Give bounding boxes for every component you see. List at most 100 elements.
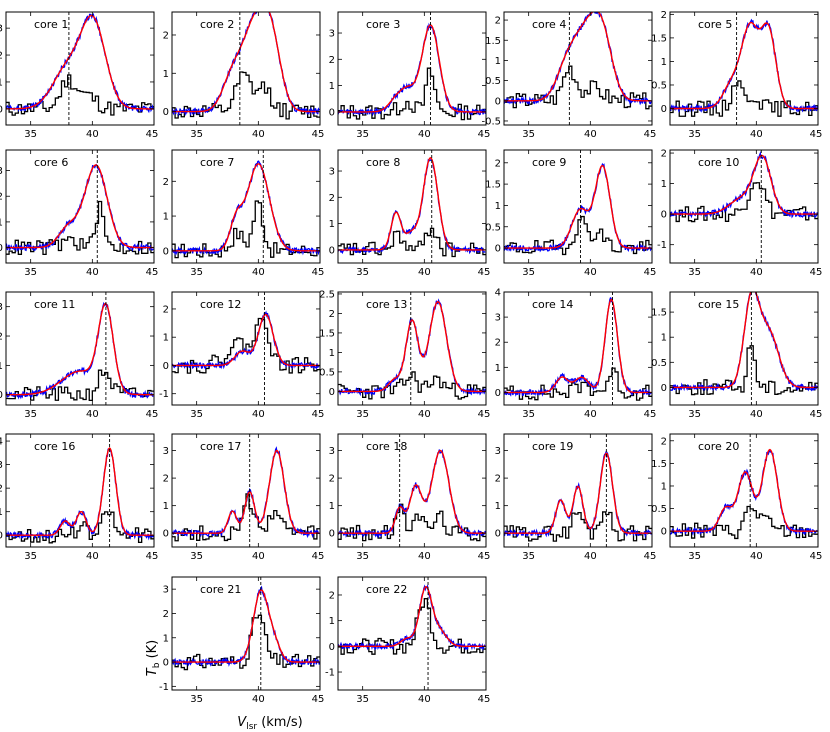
x-tick-label: 40	[252, 267, 265, 278]
x-tick-label: 45	[478, 409, 491, 420]
y-tick-label: 2	[661, 149, 667, 160]
core-label: core 15	[698, 298, 739, 311]
y-tick-label: 1	[163, 633, 169, 644]
y-tick-label: 1	[495, 363, 501, 374]
x-tick-label: 40	[750, 551, 763, 562]
y-tick-label: 0	[163, 246, 169, 257]
plot-area	[670, 150, 818, 223]
plot-area	[172, 585, 320, 671]
fit-curve	[670, 154, 818, 215]
secondary-spectrum	[504, 65, 652, 110]
x-tick-label: 40	[252, 694, 265, 705]
core-label: core 21	[200, 583, 241, 596]
x-axis-label-unit: (km/s)	[257, 715, 303, 730]
plot-area	[338, 22, 486, 121]
x-tick-label: 40	[750, 267, 763, 278]
secondary-spectrum	[6, 200, 154, 255]
y-tick-label: 1	[163, 212, 169, 223]
x-tick-label: 35	[688, 129, 701, 140]
x-tick-label: 40	[418, 409, 431, 420]
y-tick-label: 1.5	[485, 180, 501, 191]
panel-frame	[5, 149, 155, 264]
x-tick-label: 35	[356, 129, 369, 140]
y-tick-label: 1	[163, 501, 169, 512]
core-label: core 19	[532, 440, 573, 453]
x-axis-label: Vlsr (km/s)	[237, 715, 302, 732]
secondary-spectrum	[172, 71, 320, 120]
panel-frame	[171, 576, 321, 691]
fit-curve	[172, 449, 320, 534]
x-tick-label: 45	[312, 267, 325, 278]
x-tick-label: 40	[584, 267, 597, 278]
y-tick-label: 1	[0, 217, 3, 228]
x-tick-label: 40	[750, 409, 763, 420]
secondary-spectrum	[504, 215, 652, 256]
y-tick-label: 0	[495, 529, 501, 540]
observed-spectrum	[338, 22, 486, 117]
y-tick-label: 0	[329, 387, 335, 398]
y-tick-label: 4	[495, 288, 501, 299]
spectrum-panel: 35 40 45 0 0.5 1 1.5 2 core 5	[651, 10, 822, 140]
y-tick-label: 3	[495, 313, 501, 324]
spectrum-panel: 35 40 45 0 1 2 3 core 11	[0, 291, 159, 420]
x-tick-label: 35	[688, 409, 701, 420]
y-tick-label: 3	[329, 167, 335, 178]
x-tick-label: 45	[146, 409, 159, 420]
y-tick-label: -0.5	[481, 116, 501, 127]
x-tick-label: 35	[24, 267, 37, 278]
x-tick-label: 35	[688, 551, 701, 562]
panel-frame	[5, 291, 155, 406]
panel-frame	[503, 11, 653, 126]
fit-curve	[338, 24, 486, 113]
plot-area	[504, 162, 652, 256]
fit-curve	[172, 589, 320, 663]
panel-frame	[337, 291, 487, 406]
y-tick-label: 2	[0, 51, 3, 62]
core-label: core 6	[34, 156, 68, 169]
y-tick-label: 0	[661, 104, 667, 115]
y-axis-label: Tb (K)	[145, 640, 162, 676]
y-tick-label: 1	[329, 501, 335, 512]
secondary-spectrum	[670, 505, 818, 540]
y-tick-label: 2	[163, 30, 169, 41]
x-tick-label: 40	[86, 129, 99, 140]
y-tick-label: 1	[163, 333, 169, 344]
x-tick-label: 45	[146, 129, 159, 140]
y-tick-label: 3	[0, 302, 3, 313]
x-tick-label: 45	[312, 129, 325, 140]
secondary-spectrum	[172, 200, 320, 259]
plot-area	[670, 18, 818, 117]
y-tick-label: 0.5	[319, 367, 335, 378]
panel-frame	[171, 291, 321, 406]
spectrum-panel: 35 40 45 0 1 2 core 2	[163, 11, 325, 140]
spectrum-panel: 35 40 45 0 1 2 3 core 3	[329, 11, 490, 140]
core-label: core 11	[34, 298, 75, 311]
y-tick-label: 2	[329, 590, 335, 601]
y-tick-label: 2	[495, 338, 501, 349]
x-tick-label: 45	[810, 551, 823, 562]
y-tick-label: 0	[661, 383, 667, 394]
x-tick-label: 40	[584, 409, 597, 420]
y-tick-label: 3	[329, 446, 335, 457]
y-tick-label: 1	[495, 501, 501, 512]
y-tick-label: 2	[163, 474, 169, 485]
y-tick-label: 1	[0, 507, 3, 518]
y-tick-label: 0	[329, 245, 335, 256]
y-tick-label: 0.5	[651, 80, 667, 91]
y-tick-label: 2	[0, 484, 3, 495]
plot-area	[6, 13, 154, 116]
observed-spectrum	[338, 158, 486, 255]
y-tick-label: 0	[0, 531, 3, 542]
y-tick-label: 1.5	[651, 459, 667, 470]
y-tick-label: 4	[0, 437, 3, 448]
core-label: core 4	[532, 18, 566, 31]
core-label: core 13	[366, 298, 407, 311]
y-tick-label: 3	[0, 166, 3, 177]
x-tick-label: 40	[252, 409, 265, 420]
secondary-spectrum	[338, 67, 486, 121]
core-label: core 3	[366, 18, 400, 31]
x-tick-label: 40	[418, 551, 431, 562]
y-tick-label: -1	[325, 668, 335, 679]
y-tick-label: 1.5	[651, 308, 667, 319]
